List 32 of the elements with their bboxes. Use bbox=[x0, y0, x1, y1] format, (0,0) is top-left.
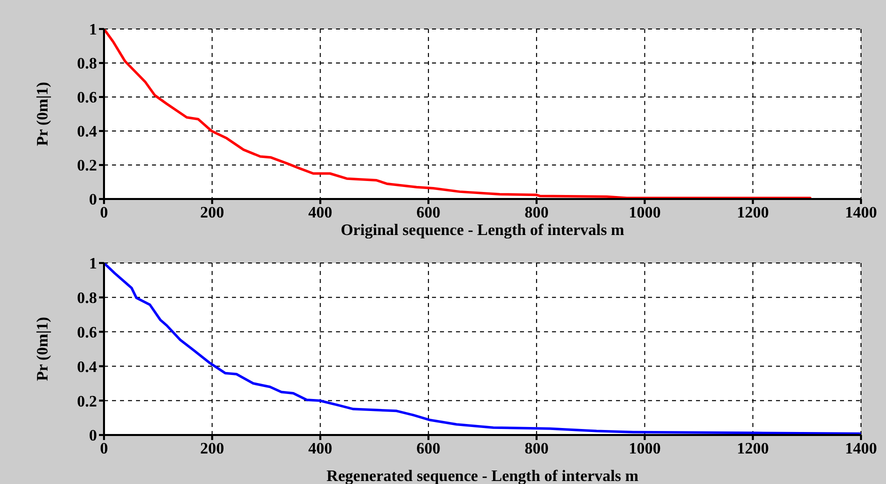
line-series bbox=[104, 29, 812, 199]
x-tick-label: 400 bbox=[308, 204, 332, 222]
x-tick-label: 600 bbox=[416, 204, 440, 222]
x-tick-label: 1200 bbox=[736, 204, 769, 222]
y-tick-label: 0.4 bbox=[77, 358, 97, 376]
x-tick-label: 800 bbox=[524, 204, 549, 222]
y-tick-label: 0.4 bbox=[77, 124, 97, 141]
x-tick-label: 1400 bbox=[845, 440, 877, 458]
y-tick-label: 0.8 bbox=[77, 56, 97, 73]
x-tick-label: 1000 bbox=[628, 204, 661, 222]
y-tick-label: 1 bbox=[89, 256, 97, 273]
x-tick-label: 200 bbox=[200, 204, 224, 222]
x-tick-label: 1000 bbox=[628, 440, 661, 458]
y-axis-title: Pr (0m|1) bbox=[34, 316, 52, 382]
y-tick-label: 0 bbox=[89, 428, 97, 445]
x-tick-label: 600 bbox=[416, 440, 440, 458]
x-tick-label: 200 bbox=[200, 440, 224, 458]
y-axis-title: Pr (0m|1) bbox=[34, 82, 52, 146]
y-tick-label: 0.6 bbox=[77, 90, 97, 107]
x-tick-label: 0 bbox=[100, 204, 108, 222]
x-tick-label: 1200 bbox=[736, 440, 769, 458]
x-tick-label: 800 bbox=[524, 440, 549, 458]
x-tick-label: 400 bbox=[308, 440, 332, 458]
y-tick-label: 0 bbox=[89, 192, 97, 209]
y-tick-label: 0.2 bbox=[77, 393, 97, 410]
x-axis-title: Original sequence - Length of intervals m bbox=[340, 222, 626, 240]
y-tick-label: 0.8 bbox=[77, 290, 97, 308]
x-tick-label: 1400 bbox=[845, 204, 877, 222]
y-tick-label: 1 bbox=[89, 22, 97, 39]
x-tick-label: 0 bbox=[100, 440, 108, 458]
y-tick-label: 0.6 bbox=[77, 324, 97, 342]
y-tick-label: 0.2 bbox=[77, 158, 97, 175]
